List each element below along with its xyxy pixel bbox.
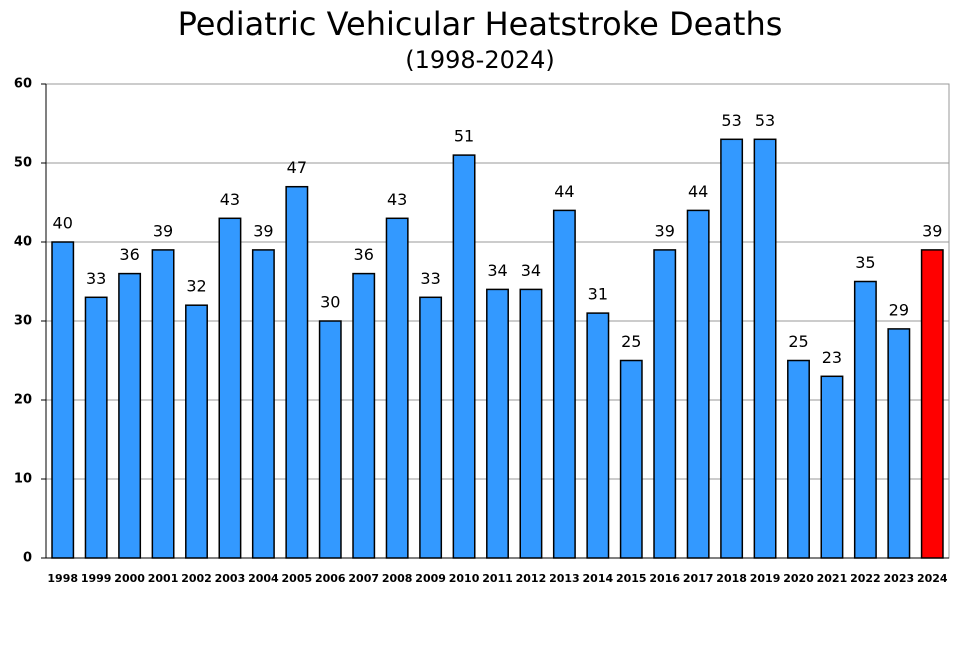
value-label: 23 bbox=[822, 348, 842, 367]
y-tick-label: 10 bbox=[14, 472, 32, 487]
bar bbox=[586, 312, 610, 559]
x-tick-label: 2018 bbox=[716, 572, 747, 585]
x-tick-label: 2019 bbox=[750, 572, 781, 585]
x-tick-label: 2013 bbox=[549, 572, 580, 585]
y-tick-label: 50 bbox=[14, 156, 32, 171]
value-label: 25 bbox=[621, 332, 641, 351]
value-label: 44 bbox=[688, 182, 708, 201]
bar bbox=[787, 359, 810, 559]
x-tick-label: 2014 bbox=[583, 572, 614, 585]
x-tick-label: 2006 bbox=[315, 572, 346, 585]
value-label: 39 bbox=[153, 221, 173, 240]
x-tick-label: 1998 bbox=[47, 572, 78, 585]
bar bbox=[619, 359, 643, 559]
x-tick-label: 2012 bbox=[516, 572, 547, 585]
bar bbox=[452, 154, 476, 559]
bar bbox=[653, 249, 677, 559]
x-tick-label: 1999 bbox=[81, 572, 112, 585]
value-label: 39 bbox=[253, 221, 273, 240]
x-tick-label: 2008 bbox=[382, 572, 413, 585]
y-tick-label: 20 bbox=[14, 393, 32, 408]
x-tick-label: 2001 bbox=[148, 572, 179, 585]
value-label: 30 bbox=[320, 293, 340, 312]
value-label: 34 bbox=[521, 261, 541, 280]
value-label: 43 bbox=[220, 190, 240, 209]
value-label: 47 bbox=[287, 158, 307, 177]
value-label: 35 bbox=[855, 253, 875, 272]
bar bbox=[352, 272, 376, 559]
y-tick-label: 30 bbox=[14, 314, 32, 329]
x-tick-label: 2005 bbox=[282, 572, 313, 585]
x-tick-label: 2010 bbox=[449, 572, 480, 585]
bar bbox=[920, 249, 944, 559]
bar bbox=[720, 138, 744, 559]
x-tick-label: 2017 bbox=[683, 572, 714, 585]
value-label: 36 bbox=[119, 245, 139, 264]
x-tick-label: 2021 bbox=[817, 572, 848, 585]
x-tick-label: 2002 bbox=[181, 572, 212, 585]
x-tick-label: 2000 bbox=[114, 572, 145, 585]
bar bbox=[318, 320, 342, 559]
value-label: 29 bbox=[889, 300, 909, 319]
bar bbox=[285, 185, 309, 559]
x-tick-label: 2007 bbox=[348, 572, 379, 585]
bar bbox=[385, 217, 409, 559]
value-label: 43 bbox=[387, 190, 407, 209]
bar bbox=[419, 296, 443, 559]
bar bbox=[753, 138, 777, 559]
x-tick-label: 2020 bbox=[783, 572, 814, 585]
value-label: 25 bbox=[788, 332, 808, 351]
value-label: 53 bbox=[721, 111, 741, 130]
x-tick-label: 2023 bbox=[884, 572, 915, 585]
x-tick-label: 2011 bbox=[482, 572, 513, 585]
bar bbox=[686, 209, 710, 559]
bar bbox=[887, 328, 911, 559]
bar bbox=[185, 304, 208, 559]
value-label: 39 bbox=[655, 221, 675, 240]
x-tick-label: 2024 bbox=[917, 572, 948, 585]
bar bbox=[51, 241, 75, 559]
value-label: 53 bbox=[755, 111, 775, 130]
value-label: 44 bbox=[554, 182, 574, 201]
y-tick-label: 40 bbox=[14, 235, 32, 250]
bar bbox=[820, 375, 844, 559]
value-label: 33 bbox=[86, 269, 106, 288]
value-label: 36 bbox=[354, 245, 374, 264]
value-label: 32 bbox=[186, 277, 206, 296]
x-tick-label: 2016 bbox=[649, 572, 680, 585]
bar bbox=[552, 209, 576, 559]
y-tick-label: 0 bbox=[23, 551, 32, 566]
x-tick-label: 2004 bbox=[248, 572, 279, 585]
chart-subtitle: (1998-2024) bbox=[405, 46, 555, 74]
bar bbox=[251, 249, 275, 559]
chart-title: Pediatric Vehicular Heatstroke Deaths bbox=[178, 5, 783, 43]
value-label: 31 bbox=[588, 285, 608, 304]
value-label: 51 bbox=[454, 127, 474, 146]
bar bbox=[218, 217, 242, 559]
x-tick-label: 2015 bbox=[616, 572, 647, 585]
bar bbox=[486, 288, 509, 559]
x-tick-label: 2022 bbox=[850, 572, 881, 585]
bar bbox=[519, 288, 543, 559]
y-tick-label: 60 bbox=[14, 77, 32, 92]
bar bbox=[853, 280, 877, 559]
value-label: 33 bbox=[420, 269, 440, 288]
x-tick-label: 2003 bbox=[215, 572, 246, 585]
value-label: 39 bbox=[922, 221, 942, 240]
value-label: 40 bbox=[53, 214, 73, 233]
value-label: 34 bbox=[487, 261, 507, 280]
x-tick-label: 2009 bbox=[415, 572, 446, 585]
bar bbox=[151, 249, 175, 559]
bar bbox=[118, 272, 142, 559]
bar bbox=[84, 296, 108, 559]
